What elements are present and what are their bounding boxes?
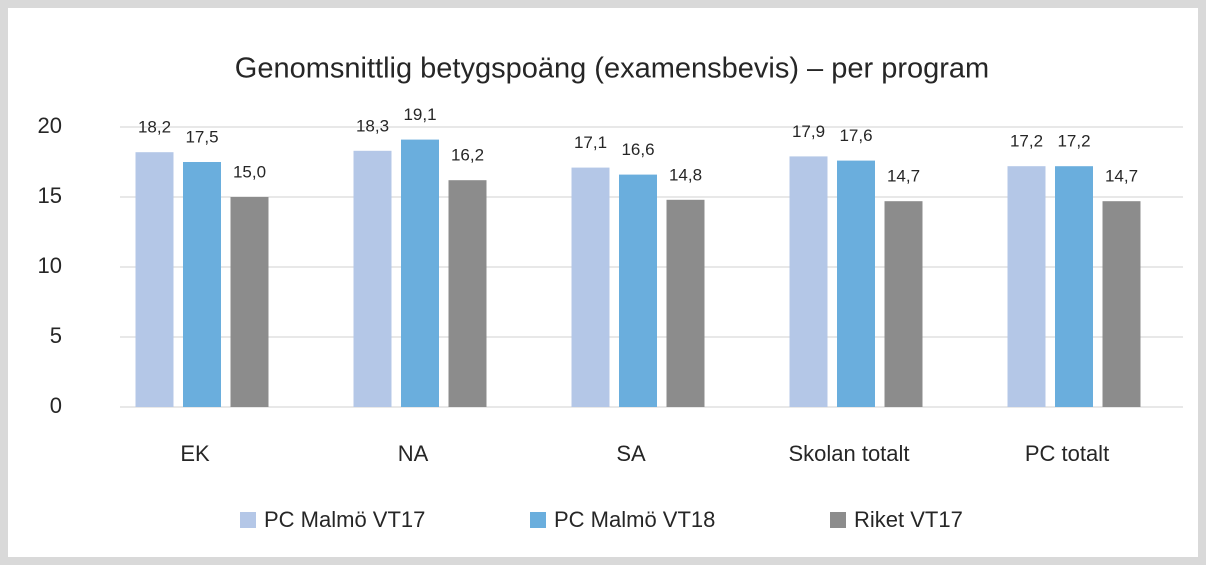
value-label: 19,1 bbox=[403, 105, 436, 124]
value-label: 17,5 bbox=[185, 127, 218, 146]
value-label: 16,6 bbox=[621, 140, 654, 159]
x-tick-label: NA bbox=[398, 441, 429, 466]
value-label: 17,2 bbox=[1057, 132, 1090, 151]
x-tick-label: Skolan totalt bbox=[788, 441, 909, 466]
legend-label: Riket VT17 bbox=[854, 507, 963, 532]
chart-title: Genomsnittlig betygspoäng (examensbevis)… bbox=[235, 53, 989, 85]
value-label: 14,7 bbox=[887, 167, 920, 186]
bar bbox=[353, 150, 392, 408]
y-tick-label: 5 bbox=[50, 323, 62, 348]
legend-swatch bbox=[240, 512, 256, 528]
y-tick-label: 15 bbox=[38, 183, 62, 208]
x-tick-label: SA bbox=[616, 441, 646, 466]
legend-swatch bbox=[830, 512, 846, 528]
y-tick-label: 10 bbox=[38, 253, 62, 278]
bar bbox=[884, 201, 923, 407]
value-label: 18,3 bbox=[356, 116, 389, 135]
bar bbox=[448, 180, 487, 407]
bar bbox=[1055, 166, 1093, 407]
y-tick-label: 20 bbox=[38, 113, 62, 138]
bar bbox=[837, 160, 875, 407]
value-label: 18,2 bbox=[138, 118, 171, 137]
bar bbox=[401, 139, 439, 407]
bar bbox=[789, 156, 828, 407]
bar bbox=[183, 162, 221, 407]
x-tick-label: EK bbox=[180, 441, 210, 466]
bar bbox=[230, 197, 269, 407]
bar bbox=[619, 174, 657, 407]
bar bbox=[666, 199, 705, 407]
bar bbox=[135, 152, 174, 407]
value-label: 17,1 bbox=[574, 133, 607, 152]
value-label: 17,9 bbox=[792, 122, 825, 141]
legend-swatch bbox=[530, 512, 546, 528]
legend-label: PC Malmö VT18 bbox=[554, 507, 715, 532]
bar bbox=[571, 167, 610, 407]
legend-label: PC Malmö VT17 bbox=[264, 507, 425, 532]
value-label: 17,2 bbox=[1010, 132, 1043, 151]
y-tick-label: 0 bbox=[50, 393, 62, 418]
x-tick-label: PC totalt bbox=[1025, 441, 1109, 466]
value-label: 14,8 bbox=[669, 165, 702, 184]
value-label: 16,2 bbox=[451, 146, 484, 165]
bar bbox=[1102, 201, 1141, 407]
value-label: 14,7 bbox=[1105, 167, 1138, 186]
value-label: 15,0 bbox=[233, 162, 266, 181]
bar bbox=[1007, 166, 1046, 407]
value-label: 17,6 bbox=[839, 126, 872, 145]
